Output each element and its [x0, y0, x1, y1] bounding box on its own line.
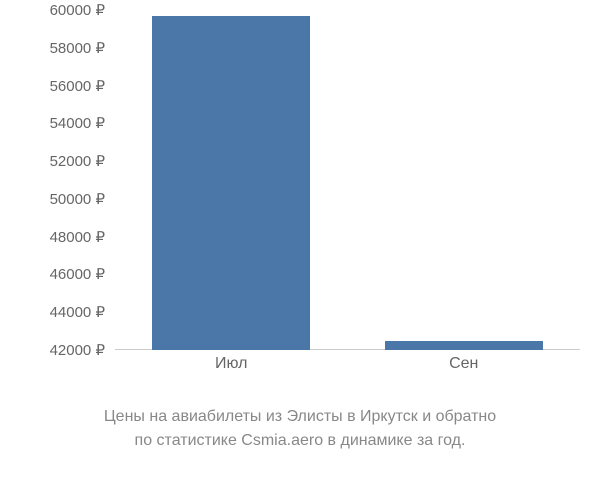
y-tick-label: 58000 ₽	[50, 39, 105, 57]
x-tick-label: Июл	[215, 355, 247, 373]
y-tick-label: 42000 ₽	[50, 341, 105, 359]
y-tick-label: 54000 ₽	[50, 114, 105, 132]
plot-area	[115, 10, 580, 350]
y-tick-label: 46000 ₽	[50, 265, 105, 283]
y-tick-label: 48000 ₽	[50, 228, 105, 246]
bar	[152, 16, 310, 350]
y-tick-label: 60000 ₽	[50, 1, 105, 19]
y-tick-label: 56000 ₽	[50, 77, 105, 95]
chart-caption: Цены на авиабилеты из Элисты в Иркутск и…	[0, 405, 600, 453]
caption-line-1: Цены на авиабилеты из Элисты в Иркутск и…	[0, 405, 600, 429]
y-axis: 42000 ₽44000 ₽46000 ₽48000 ₽50000 ₽52000…	[20, 10, 110, 350]
y-tick-label: 52000 ₽	[50, 152, 105, 170]
bar	[385, 341, 543, 350]
y-tick-label: 50000 ₽	[50, 190, 105, 208]
x-axis: Июл Сен	[115, 355, 580, 385]
x-tick-label: Сен	[449, 355, 478, 373]
caption-line-2: по статистике Csmia.aero в динамике за г…	[0, 429, 600, 453]
y-tick-label: 44000 ₽	[50, 303, 105, 321]
chart-container: 42000 ₽ 44000 ₽ 46000 ₽ 48000 ₽ 50000 ₽ 52000…	[20, 10, 580, 390]
